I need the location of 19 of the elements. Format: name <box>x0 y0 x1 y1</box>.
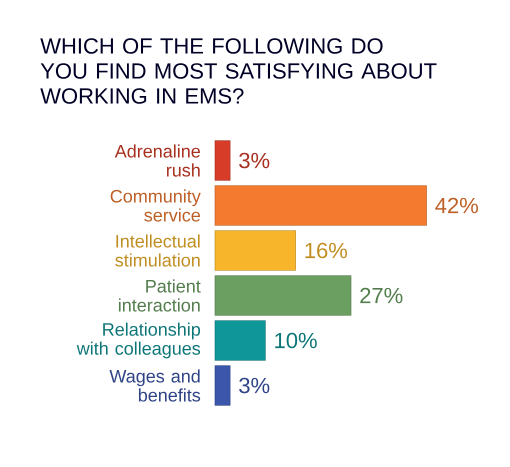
bar <box>214 230 296 271</box>
data-label: 42% <box>435 198 478 214</box>
y-tick-label: Adrenaline rush <box>114 144 200 177</box>
chart-title: WHICH OF THE FOLLOWING DO YOU FIND MOST SATISFYING ABOUT WORKING IN EMS? <box>40 38 437 104</box>
bar <box>214 365 230 406</box>
y-tick-label: Intellectual stimulation <box>115 234 200 267</box>
y-tick-label: Community service <box>110 189 201 222</box>
bar <box>214 140 230 181</box>
y-tick-label: Wages and benefits <box>109 369 200 402</box>
bar <box>214 275 352 316</box>
data-label: 3% <box>239 152 270 168</box>
data-label: 3% <box>239 378 270 394</box>
y-tick-label: Patient interaction <box>118 279 201 312</box>
bar <box>214 320 266 361</box>
data-label: 27% <box>360 288 402 304</box>
bar <box>214 185 427 226</box>
data-label: 10% <box>275 332 317 348</box>
data-label: 16% <box>305 242 348 258</box>
y-tick-label: Relationship with colleagues <box>76 322 200 358</box>
